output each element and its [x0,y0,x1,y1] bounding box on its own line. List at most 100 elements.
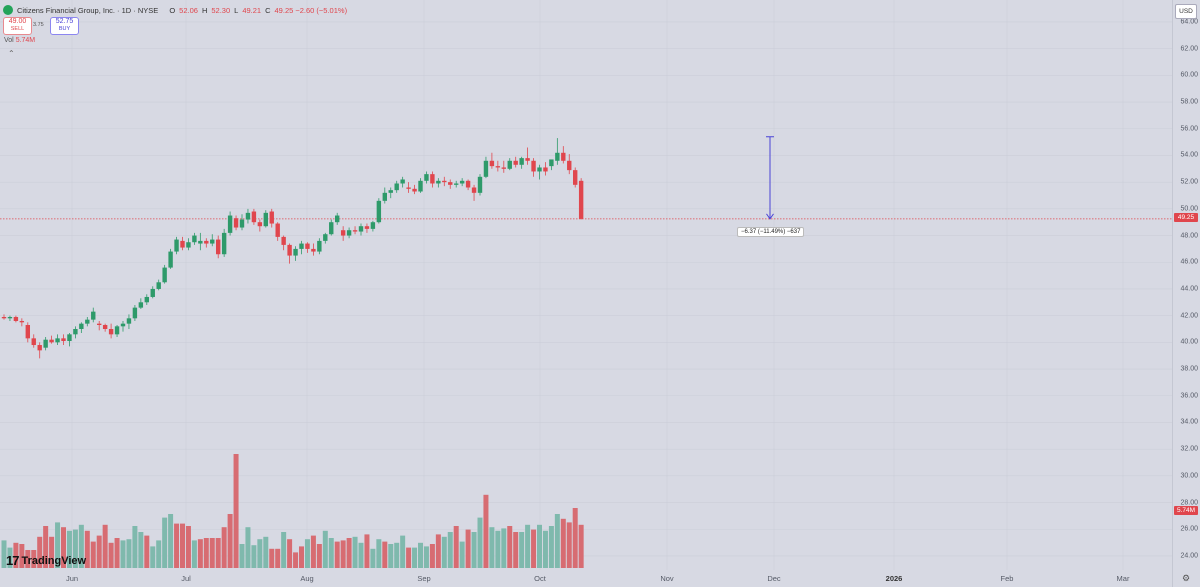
volume-bar [90,541,96,568]
y-tick-label: 46.00 [1180,258,1198,266]
candle-body [335,215,340,223]
y-tick-label: 50.00 [1180,205,1198,213]
y-tick-label: 34.00 [1180,418,1198,426]
y-tick-label: 24.00 [1180,552,1198,560]
candle-body [216,239,221,255]
candle-body [412,188,417,192]
candle-body [67,334,72,342]
volume-bar [447,532,453,568]
buy-button[interactable]: 52.75 BUY [50,17,79,35]
volume-bar [245,527,251,568]
candle-body [49,339,54,343]
y-tick-label: 52.00 [1180,178,1198,186]
candle-body [162,267,167,283]
candle-body [269,211,274,224]
candle-body [73,329,78,335]
candle-body [79,323,84,329]
candle-body [465,180,471,188]
y-tick-label: 56.00 [1180,125,1198,133]
volume-bar [239,544,245,568]
candle-body [198,240,203,244]
candle-body [168,251,173,268]
volume-bar [49,536,55,568]
volume-bar [376,539,382,568]
tradingview-logo-icon[interactable]: 17 TradingView [6,553,86,568]
candle-body [448,182,453,185]
x-tick-label: Feb [1000,574,1014,583]
volume-bar [84,530,90,568]
volume-bar [96,535,102,568]
volume-bar [435,534,441,568]
volume-bar [132,526,138,568]
candle-body [471,187,477,193]
volume-bar [370,548,376,568]
y-tick-label: 44.00 [1180,285,1198,293]
x-tick-label: Oct [534,574,546,583]
candle-body [210,239,215,244]
chevron-up-icon[interactable]: ⌃ [8,49,15,58]
candle-body [1,316,7,319]
volume-bar [537,524,542,568]
volume-bar [453,526,459,568]
x-tick-label: Jun [65,574,79,583]
candle-body [561,152,566,161]
volume-bar [7,547,13,568]
open-label: O [169,5,176,15]
buy-price: 52.75 [55,18,74,25]
volume-bar [25,550,31,568]
candle-body [25,324,30,339]
y-tick-label: 62.00 [1180,45,1198,53]
volume-bar [120,540,126,568]
volume-bar [138,532,144,568]
symbol-title[interactable]: Citizens Financial Group, Inc. · 1D · NY… [17,5,159,15]
candle-body [61,338,66,342]
volume-bar [227,514,233,568]
candle-body [227,215,233,233]
volume-legend[interactable]: Vol 5.74M [4,37,35,44]
low-label: L [234,5,239,15]
volume-bar [215,538,221,568]
candle-body [578,180,584,219]
volume-bar [13,542,19,568]
high-value: 52.30 [211,5,231,15]
volume-bar [275,548,281,568]
volume-bar [310,535,316,568]
candle-body [192,235,197,243]
volume-bar [501,528,507,568]
currency-label: USD [1179,8,1193,15]
x-tick-label: Dec [767,574,781,583]
chart-plot-area[interactable] [0,0,1172,587]
price-axis[interactable]: 64.00 62.00 60.00 58.00 56.00 54.00 52.00 50.00… [1172,0,1200,587]
candle-body [287,244,292,256]
sell-button[interactable]: 49.00 SELL [3,17,32,35]
volume-bar [572,508,578,568]
volume-bar [174,523,180,568]
volume-bar [441,536,447,568]
volume-bar [346,538,352,568]
candle-body [489,160,495,167]
volume-bar [531,529,537,568]
candle-body [442,180,447,183]
candle-body [519,158,524,165]
volume-bar [156,540,162,568]
y-tick-label: 38.00 [1180,365,1198,373]
candle-body [555,152,560,161]
currency-button[interactable]: USD [1175,4,1197,19]
x-tick-label: Mar [1116,574,1130,583]
measure-label[interactable]: −6.37 (−11.49%) −637 [737,227,805,237]
candle-body [251,211,257,223]
volume-bar [334,541,340,568]
volume-bar [412,547,418,568]
candle-body [55,338,60,343]
volume-bar [429,544,435,568]
candle-body [7,316,13,319]
gear-icon[interactable]: ⚙ [1182,573,1191,583]
volume-bar [43,526,49,568]
candle-body [180,240,185,248]
volume-bar [31,550,37,568]
candle-body [150,288,155,297]
volume-bar [19,544,25,568]
volume-bar [55,522,61,568]
candle-body [436,180,441,184]
candle-body [174,239,179,252]
